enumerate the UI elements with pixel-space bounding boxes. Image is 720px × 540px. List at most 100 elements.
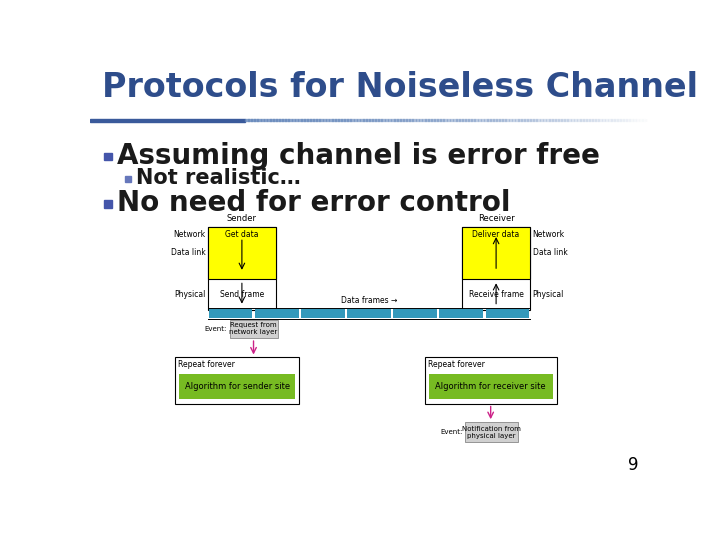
Bar xyxy=(598,119,602,121)
Bar xyxy=(400,119,404,121)
Bar xyxy=(294,119,299,121)
Bar xyxy=(341,119,345,121)
Bar xyxy=(505,119,509,121)
Bar xyxy=(499,119,503,121)
Bar xyxy=(586,119,590,121)
Bar xyxy=(534,119,537,121)
Bar xyxy=(366,119,370,121)
Bar xyxy=(472,119,475,121)
Bar xyxy=(301,309,345,318)
Bar xyxy=(589,119,593,121)
Bar xyxy=(546,119,549,121)
Bar xyxy=(313,119,317,121)
Bar xyxy=(276,119,280,121)
Bar xyxy=(282,119,286,121)
Bar xyxy=(316,119,320,121)
Text: Notification from
physical layer: Notification from physical layer xyxy=(462,426,521,438)
Bar xyxy=(552,119,556,121)
Bar xyxy=(363,119,366,121)
Text: Data link: Data link xyxy=(171,248,205,257)
Bar xyxy=(261,119,264,121)
Text: Repeat forever: Repeat forever xyxy=(179,361,235,369)
Text: Event:: Event: xyxy=(204,326,228,332)
Bar xyxy=(484,119,487,121)
Bar xyxy=(347,309,391,318)
Text: Algorithm for sender site: Algorithm for sender site xyxy=(185,382,290,391)
Bar xyxy=(254,119,258,121)
Bar xyxy=(462,119,466,121)
Bar xyxy=(393,309,437,318)
Bar xyxy=(595,119,599,121)
Bar xyxy=(425,119,428,121)
Bar xyxy=(617,119,621,121)
Bar xyxy=(614,119,618,121)
Bar xyxy=(418,119,423,121)
Bar xyxy=(493,119,497,121)
Bar xyxy=(583,119,587,121)
Bar xyxy=(465,422,518,442)
Bar xyxy=(580,119,584,121)
Bar xyxy=(422,119,426,121)
Bar xyxy=(624,119,627,121)
Bar xyxy=(338,119,342,121)
Bar xyxy=(335,119,339,121)
Text: Physical: Physical xyxy=(533,290,564,299)
Bar xyxy=(632,119,636,121)
Text: Deliver data: Deliver data xyxy=(472,230,520,239)
Bar xyxy=(125,176,131,182)
Text: Network: Network xyxy=(533,231,564,239)
Bar xyxy=(524,119,528,121)
Bar xyxy=(515,119,518,121)
Bar xyxy=(297,119,302,121)
Bar xyxy=(90,119,245,122)
Bar xyxy=(372,119,376,121)
Bar xyxy=(369,119,373,121)
Bar xyxy=(307,119,311,121)
Text: Request from
network layer: Request from network layer xyxy=(230,322,278,335)
Bar xyxy=(574,119,577,121)
Bar xyxy=(351,119,354,121)
Bar xyxy=(462,226,530,309)
Bar xyxy=(431,119,435,121)
Bar xyxy=(266,119,271,121)
Bar xyxy=(561,119,565,121)
Bar xyxy=(428,374,553,399)
Bar xyxy=(593,119,596,121)
Bar xyxy=(474,119,478,121)
Bar xyxy=(375,119,379,121)
Bar xyxy=(428,119,432,121)
Text: No need for error control: No need for error control xyxy=(117,190,510,218)
Text: Physical: Physical xyxy=(174,290,205,299)
Bar xyxy=(508,119,513,121)
Text: Send frame: Send frame xyxy=(220,290,264,299)
Bar xyxy=(441,119,444,121)
Bar xyxy=(434,119,438,121)
Bar xyxy=(518,119,522,121)
Bar xyxy=(530,119,534,121)
Text: 9: 9 xyxy=(628,456,639,475)
Text: Assuming channel is error free: Assuming channel is error free xyxy=(117,141,600,170)
Bar xyxy=(258,119,261,121)
Text: Not realistic…: Not realistic… xyxy=(136,168,300,188)
Bar xyxy=(378,119,382,121)
Bar xyxy=(496,119,500,121)
Text: Data frames →: Data frames → xyxy=(341,296,397,305)
Text: Protocols for Noiseless Channel: Protocols for Noiseless Channel xyxy=(102,71,698,104)
Bar xyxy=(555,119,559,121)
Text: Sender: Sender xyxy=(227,214,257,222)
Bar xyxy=(387,119,392,121)
Bar xyxy=(558,119,562,121)
Bar xyxy=(409,119,413,121)
Bar xyxy=(248,119,252,121)
Bar xyxy=(325,119,330,121)
Bar xyxy=(391,119,395,121)
Text: Receiver: Receiver xyxy=(478,214,515,222)
Bar xyxy=(104,153,112,160)
Bar xyxy=(636,119,639,121)
Bar xyxy=(487,119,490,121)
Bar xyxy=(397,119,401,121)
Bar xyxy=(645,119,649,121)
Bar xyxy=(567,119,571,121)
Bar xyxy=(354,119,357,121)
Bar xyxy=(503,119,506,121)
